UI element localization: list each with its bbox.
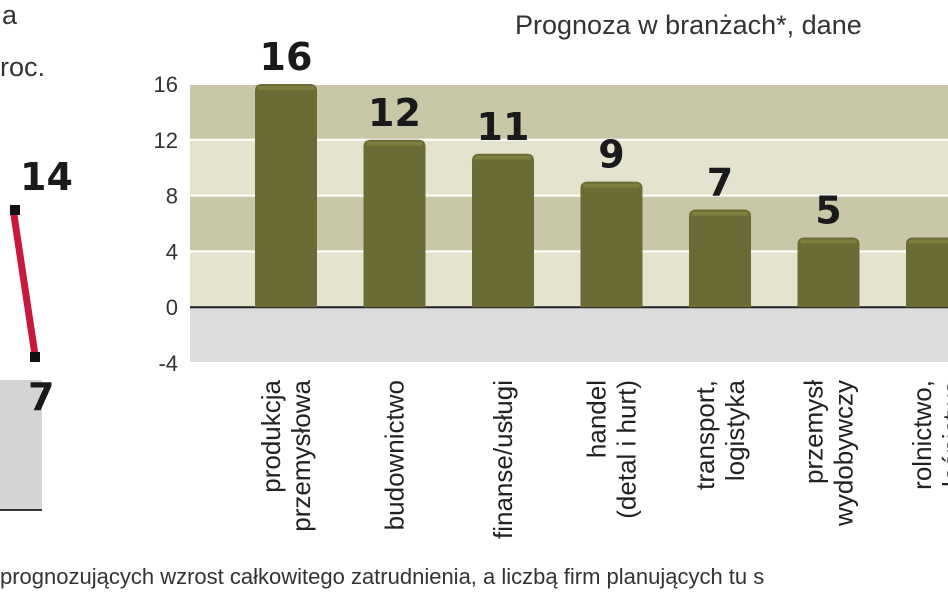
- bar: [797, 237, 860, 308]
- y-tick-label: -4: [158, 351, 178, 376]
- category-label-line: handel: [582, 380, 612, 458]
- bar: [580, 181, 643, 308]
- left-panel-marker-low: [30, 352, 40, 362]
- category-label-line: leśnictwo: [937, 380, 948, 487]
- bar-highlight: [583, 183, 640, 188]
- category-label-line: (detal i hurt): [612, 380, 642, 519]
- category-labels: produkcja przemysłowa budownictwo finanse/u…: [256, 379, 948, 539]
- category-label-line: produkcja: [256, 379, 286, 492]
- bar-highlight: [366, 141, 423, 146]
- footer-note: prognozujących wzrost całkowitego zatrud…: [0, 564, 764, 589]
- category-label-line: budownictwo: [380, 380, 410, 530]
- value-label: 7: [707, 161, 733, 205]
- bar: [363, 139, 426, 308]
- bar-highlight: [800, 239, 857, 244]
- left-panel-trend-line: [10, 211, 39, 359]
- bar: [689, 209, 751, 308]
- chart-title: Prognoza w branżach*, dane: [515, 10, 862, 40]
- category-label-line: transport,: [690, 380, 720, 490]
- left-panel-value-high: 14: [20, 155, 73, 199]
- bar-highlight: [258, 86, 314, 90]
- grid-band: [190, 307, 948, 363]
- y-tick-label: 12: [154, 128, 178, 153]
- category-label-line: rolnictwo,: [907, 380, 937, 490]
- value-labels: 16 12 11 9 7 5: [260, 35, 842, 232]
- category-label: budownictwo: [380, 380, 410, 530]
- left-panel-label-second: roc.: [0, 52, 45, 82]
- y-tick-label: 16: [154, 72, 178, 97]
- left-panel-label-top: a: [2, 0, 18, 30]
- y-tick-label: 8: [166, 184, 178, 209]
- bar: [255, 84, 317, 308]
- left-panel-marker-high: [10, 205, 20, 215]
- value-label: 9: [598, 133, 624, 177]
- bar-highlight: [692, 211, 748, 216]
- y-axis-ticks: 16 12 8 4 0 -4: [154, 72, 178, 376]
- category-label: finanse/usługi: [488, 380, 518, 539]
- value-label: 16: [260, 35, 313, 79]
- bar: [906, 237, 948, 308]
- category-label: przemysł wydobywczy: [799, 380, 859, 527]
- category-label-line: finanse/usługi: [488, 380, 518, 539]
- value-label: 5: [815, 188, 841, 232]
- y-tick-label: 4: [166, 239, 178, 264]
- y-tick-label: 0: [166, 295, 178, 320]
- value-label: 12: [368, 91, 421, 135]
- category-label-line: logistyka: [720, 379, 750, 481]
- category-label: rolnictwo, leśnictwo: [907, 380, 948, 490]
- value-label: 11: [477, 105, 530, 149]
- left-panel: a roc. 14 7: [0, 0, 73, 511]
- bar: [472, 153, 534, 308]
- bar-series: [255, 84, 948, 308]
- category-label-line: wydobywczy: [829, 380, 859, 527]
- category-label-line: przemysł: [799, 380, 829, 484]
- bar-highlight: [475, 155, 531, 160]
- category-label: produkcja przemysłowa: [256, 379, 316, 531]
- left-panel-plot-area: [0, 380, 42, 510]
- category-label: transport, logistyka: [690, 379, 750, 489]
- left-panel-value-low: 7: [28, 375, 54, 419]
- category-label: handel (detal i hurt): [582, 380, 642, 519]
- category-label-line: przemysłowa: [286, 379, 316, 531]
- bar-highlight: [909, 239, 948, 244]
